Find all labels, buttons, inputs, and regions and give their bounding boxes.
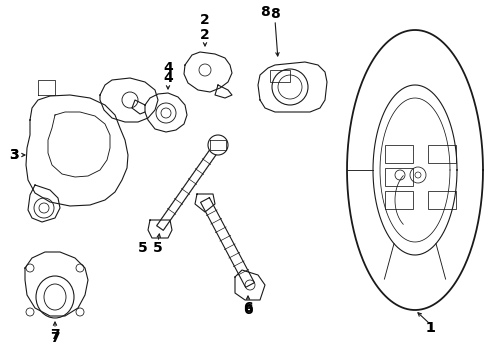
- Text: 8: 8: [260, 5, 270, 19]
- Text: 3: 3: [9, 148, 19, 162]
- Text: 1: 1: [425, 321, 435, 335]
- Polygon shape: [200, 198, 254, 287]
- Bar: [385, 191, 413, 209]
- Text: 3: 3: [9, 148, 19, 162]
- Text: 6: 6: [243, 303, 253, 317]
- Bar: [385, 145, 413, 163]
- Bar: [270, 70, 290, 82]
- Text: 5: 5: [153, 241, 163, 255]
- Bar: [385, 168, 413, 186]
- Bar: [428, 145, 456, 163]
- Text: 7: 7: [50, 328, 60, 342]
- Text: 6: 6: [243, 301, 253, 315]
- Text: 7: 7: [50, 331, 60, 345]
- Text: 1: 1: [425, 321, 435, 335]
- Polygon shape: [157, 143, 221, 230]
- Text: 4: 4: [163, 61, 173, 75]
- Bar: [428, 191, 456, 209]
- Circle shape: [208, 135, 228, 155]
- Text: 5: 5: [138, 241, 148, 255]
- Text: 2: 2: [200, 13, 210, 27]
- Text: 8: 8: [270, 7, 280, 21]
- Text: 4: 4: [163, 71, 173, 85]
- Text: 2: 2: [200, 28, 210, 42]
